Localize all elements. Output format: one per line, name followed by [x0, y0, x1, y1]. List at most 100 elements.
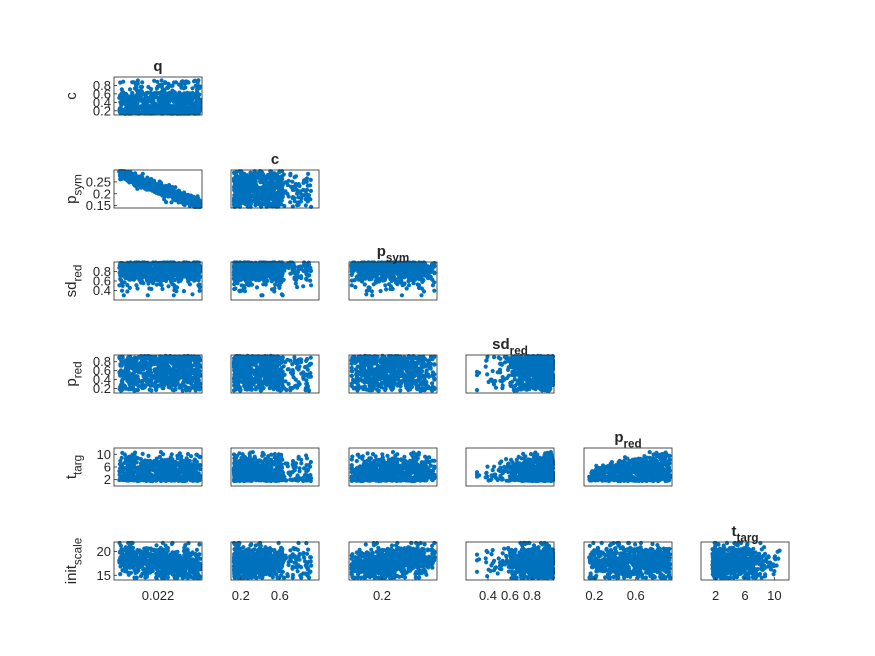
- scatter-point: [428, 274, 433, 279]
- scatter-point: [296, 274, 301, 279]
- scatter-point: [148, 372, 153, 377]
- scatter-point: [130, 90, 135, 96]
- scatter-point: [130, 274, 135, 279]
- scatter-point: [242, 285, 247, 290]
- scatter-point: [184, 80, 189, 85]
- subplot-q-vs-p_red: [113, 353, 203, 394]
- scatter-point: [235, 260, 240, 266]
- scatter-point: [175, 268, 180, 273]
- scatter-point: [380, 276, 385, 281]
- scatter-point: [183, 103, 188, 108]
- scatter-point: [121, 79, 126, 84]
- scatter-point: [292, 175, 297, 180]
- scatter-point: [306, 171, 311, 176]
- scatter-point: [233, 198, 238, 204]
- scatter-point: [148, 367, 153, 372]
- scatter-point: [175, 275, 180, 281]
- scatter-point: [195, 106, 200, 111]
- scatter-point: [264, 190, 269, 195]
- scatter-point: [270, 180, 275, 185]
- scatter-point: [126, 97, 131, 102]
- scatter-point: [195, 202, 200, 207]
- scatter-point: [181, 94, 186, 99]
- scatter-point: [257, 195, 263, 200]
- scatter-point: [147, 387, 152, 392]
- scatter-point: [349, 278, 354, 283]
- scatter-point: [374, 277, 379, 282]
- scatter-point: [193, 270, 198, 275]
- scatter-point: [308, 188, 313, 193]
- scatter-point: [239, 186, 244, 191]
- scatter-point: [370, 269, 375, 274]
- scatter-point: [275, 198, 280, 203]
- scatter-point: [183, 271, 188, 276]
- scatter-point: [432, 288, 437, 293]
- scatter-point: [235, 186, 240, 191]
- scatter-point: [159, 283, 164, 288]
- scatter-point: [130, 177, 135, 182]
- scatter-point: [166, 276, 171, 281]
- scatter-point: [131, 172, 136, 177]
- scatter-point: [304, 187, 310, 192]
- scatter-point: [193, 358, 198, 363]
- scatter-point: [265, 193, 270, 199]
- scatter-point: [152, 272, 157, 277]
- scatter-point: [271, 191, 276, 196]
- scatter-point: [276, 191, 281, 196]
- scatter-point: [160, 376, 165, 381]
- scatter-point: [176, 97, 181, 103]
- scatter-point: [232, 264, 237, 269]
- scatter-point: [277, 181, 282, 186]
- scatter-point: [121, 293, 126, 298]
- scatter-point: [120, 268, 126, 273]
- scatter-point: [181, 372, 186, 377]
- scatter-point: [170, 83, 175, 88]
- scatter-point: [120, 359, 125, 364]
- scatter-point: [187, 372, 192, 377]
- scatter-point: [176, 279, 181, 284]
- scatter-point: [393, 268, 399, 273]
- scatter-point: [140, 176, 145, 181]
- scatter-point: [271, 199, 276, 204]
- scatter-point: [152, 367, 157, 372]
- scatter-point: [196, 283, 201, 288]
- scatter-point: [123, 366, 128, 371]
- scatter-point: [354, 274, 359, 279]
- scatter-point: [164, 377, 169, 382]
- scatter-point: [142, 269, 147, 274]
- scatter-point: [148, 358, 153, 364]
- scatter-point: [238, 288, 244, 293]
- scatter-point: [143, 365, 148, 370]
- scatter-point: [169, 97, 174, 102]
- scatter-point: [156, 275, 161, 280]
- scatter-point: [140, 265, 145, 270]
- scatter-point: [166, 284, 171, 289]
- scatter-point: [372, 262, 377, 267]
- scatter-point: [183, 361, 188, 366]
- scatter-point: [276, 276, 281, 281]
- scatter-point: [174, 92, 179, 97]
- scatter-point: [416, 285, 422, 290]
- scatter-point: [303, 197, 308, 202]
- scatter-point: [251, 194, 256, 199]
- scatter-point: [243, 202, 248, 207]
- scatter-point: [355, 263, 360, 268]
- scatter-point: [190, 263, 195, 268]
- scatter-point: [411, 281, 416, 286]
- scatter-point: [428, 270, 433, 275]
- scatter-point: [261, 177, 266, 182]
- scatter-point: [279, 279, 284, 284]
- scatter-point: [128, 376, 133, 381]
- scatter-point: [122, 110, 127, 115]
- scatter-point: [138, 104, 143, 109]
- scatter-point: [359, 279, 365, 284]
- scatter-point: [157, 365, 162, 371]
- scatter-point: [175, 359, 180, 364]
- scatter-point: [196, 78, 201, 83]
- scatter-point: [260, 293, 265, 298]
- scatter-point: [161, 264, 166, 269]
- scatter-point: [154, 376, 159, 381]
- scatter-point: [197, 355, 202, 360]
- scatter-point: [254, 183, 259, 188]
